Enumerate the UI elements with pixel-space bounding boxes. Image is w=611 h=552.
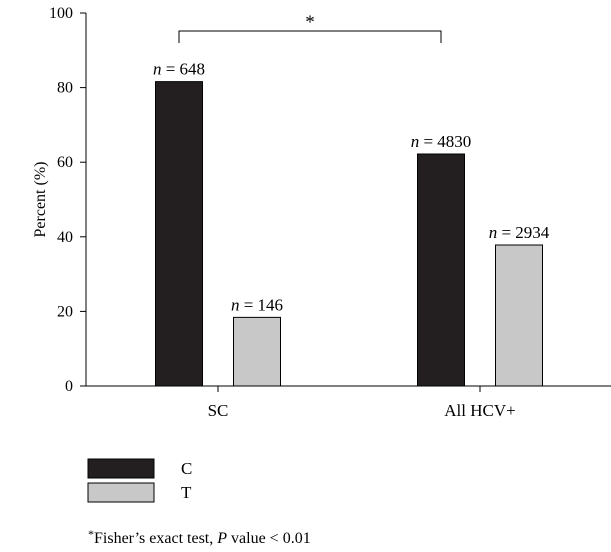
- legend-label-C: C: [181, 459, 192, 478]
- y-tick-label-60: 60: [57, 154, 73, 171]
- y-tick-label-40: 40: [57, 229, 73, 246]
- x-tick-label-0: SC: [208, 401, 229, 420]
- bar-T-1: [495, 244, 543, 387]
- data-label-T-0: n = 146: [231, 295, 283, 314]
- chart-legend: CT: [87, 458, 192, 503]
- significance-bracket: *: [178, 12, 442, 43]
- legend-label-T: T: [181, 483, 192, 502]
- y-tick-label-0: 0: [65, 378, 73, 395]
- y-axis-title: Percent (%): [32, 162, 49, 238]
- bar-T-0: [233, 316, 281, 387]
- significance-marker: *: [305, 12, 315, 33]
- chart-axes: 0 20 40 60 80 100 Percent (%) SC All HCV+: [32, 5, 611, 420]
- x-tick-label-1: All HCV+: [444, 401, 515, 420]
- legend-swatch-T: [87, 482, 155, 503]
- data-label-C-1: n = 4830: [411, 132, 472, 151]
- y-tick-label-20: 20: [57, 303, 73, 320]
- legend-swatch-C: [87, 458, 155, 479]
- bar-C-1: [417, 153, 465, 387]
- data-label-C-0: n = 648: [153, 60, 205, 79]
- footnote: *Fisher’s exact test, P value < 0.01: [88, 527, 311, 547]
- y-tick-label-100: 100: [49, 5, 73, 22]
- bar-C-0: [155, 81, 203, 387]
- data-label-T-1: n = 2934: [489, 223, 550, 242]
- y-tick-label-80: 80: [57, 80, 73, 97]
- chart-data-labels: n = 648 n = 146 n = 4830 n = 2934: [153, 60, 550, 315]
- significance-bracket-line: [178, 30, 442, 43]
- chart-bars: [155, 81, 543, 387]
